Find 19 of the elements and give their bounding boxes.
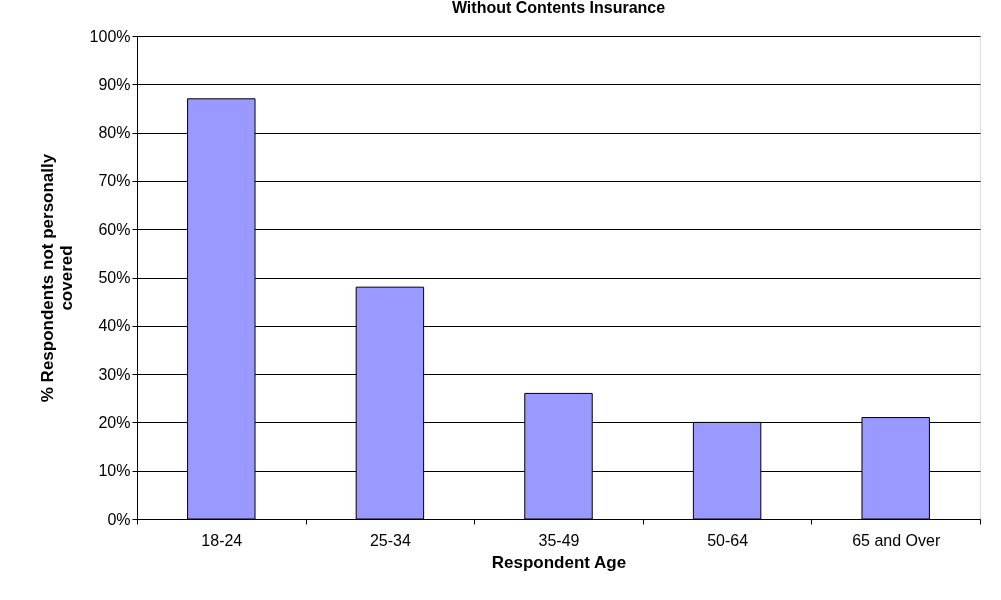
y-axis-title: % Respondents not personally covered (37, 153, 76, 403)
y-tick-label: 70% (98, 172, 131, 190)
chart-title: Without Contents Insurance (451, 0, 666, 16)
y-tick-label: 50% (98, 269, 131, 286)
x-tick-label: 18-24 (201, 531, 243, 549)
y-tick-label: 10% (98, 462, 131, 480)
y-tick-label: 30% (98, 365, 131, 383)
x-tick-label: 50-64 (707, 531, 749, 549)
y-tick-label: 40% (98, 317, 131, 335)
y-tick-label: 20% (98, 413, 131, 431)
x-tick-label: 35-49 (538, 531, 580, 549)
y-tick-label: 0% (107, 510, 131, 528)
y-tick-label: 80% (98, 124, 131, 142)
x-tick-label: 65 and Over (852, 531, 941, 549)
x-axis-title: Respondent Age (491, 552, 627, 572)
y-tick-label: 90% (98, 75, 131, 93)
x-tick-label: 25-34 (369, 531, 411, 549)
y-tick-label: 60% (98, 220, 131, 238)
y-tick-label: 100% (89, 27, 131, 45)
